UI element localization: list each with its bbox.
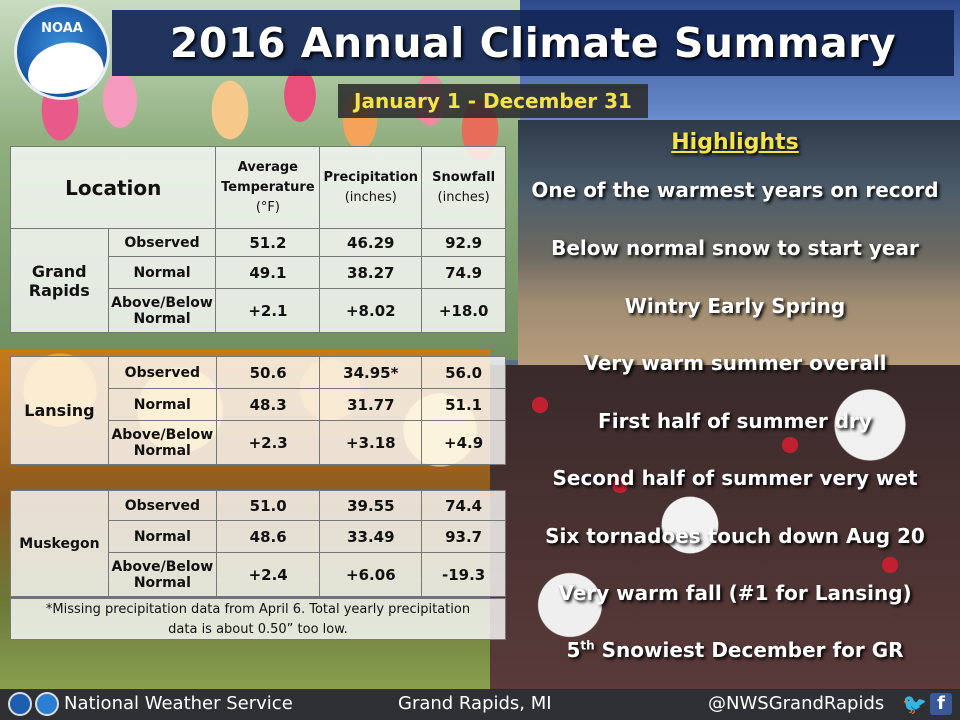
normal-temp: 49.1 xyxy=(215,256,321,289)
highlight-item: Very warm summer overall xyxy=(583,351,887,375)
highlight-item: Below normal snow to start year xyxy=(551,236,919,260)
normal-snow: 93.7 xyxy=(421,520,506,553)
highlights-panel: Highlights One of the warmest years on r… xyxy=(518,122,952,682)
precip-footnote: *Missing precipitation data from April 6… xyxy=(10,598,506,640)
row-label-above-below: Above/Below Normal xyxy=(107,552,217,597)
location-name: Lansing xyxy=(10,356,109,465)
header-location: Location xyxy=(9,146,217,229)
observed-precip: 39.55 xyxy=(319,490,423,521)
footer-location: Grand Rapids, MI xyxy=(398,693,552,714)
table-row: Muskegon Observed 51.0 39.55 74.4 xyxy=(10,490,506,597)
page-title: 2016 Annual Climate Summary xyxy=(169,19,897,67)
departure-temp: +2.4 xyxy=(215,552,321,597)
highlight-item: Second half of summer very wet xyxy=(552,466,918,490)
row-label-above-below: Above/Below Normal xyxy=(107,420,217,465)
normal-precip: 31.77 xyxy=(319,388,423,421)
table-row: Above/Below Normal +2.1 +8.02 +18.0 xyxy=(11,288,506,333)
table-row: Lansing Observed 50.6 34.95* 56.0 xyxy=(10,356,506,465)
row-label-normal: Normal xyxy=(107,388,217,421)
facebook-icon[interactable]: f xyxy=(930,693,952,715)
observed-precip: 34.95* xyxy=(319,356,423,389)
highlight-item: One of the warmest years on record xyxy=(531,178,939,202)
table-row: Above/Below Normal +2.3 +3.18 +4.9 xyxy=(11,420,506,465)
location-name: Grand Rapids xyxy=(10,228,109,333)
row-label-observed: Observed xyxy=(107,490,217,521)
noaa-logo: NOAA xyxy=(14,4,110,100)
row-label-normal: Normal xyxy=(107,520,217,553)
observed-temp: 50.6 xyxy=(215,356,321,389)
highlight-item: Six tornadoes touch down Aug 20 xyxy=(545,524,925,548)
noaa-small-logo-icon xyxy=(8,692,32,716)
departure-precip: +3.18 xyxy=(319,420,423,465)
twitter-icon[interactable]: 🐦 xyxy=(902,692,927,716)
highlight-item-snowiest-december: 5th Snowiest December for GR xyxy=(566,638,904,662)
title-bar: 2016 Annual Climate Summary xyxy=(112,10,954,76)
departure-temp: +2.3 xyxy=(215,420,321,465)
observed-snow: 74.4 xyxy=(421,490,506,521)
highlight-item: Very warm fall (#1 for Lansing) xyxy=(558,581,912,605)
row-label-observed: Observed xyxy=(107,356,217,389)
location-name: Muskegon xyxy=(10,490,109,597)
highlight-item: First half of summer dry xyxy=(598,409,872,433)
header-precip: Precipitation (inches) xyxy=(319,146,423,229)
muskegon-table: Muskegon Observed 51.0 39.55 74.4 Normal… xyxy=(10,490,506,597)
footer: National Weather Service Grand Rapids, M… xyxy=(0,689,960,720)
header-avg-temp: Average Temperature (°F) xyxy=(215,146,321,229)
observed-precip: 46.29 xyxy=(319,228,423,257)
grand-rapids-table: Location Average Temperature (°F) Precipit… xyxy=(9,146,506,333)
footer-org: National Weather Service xyxy=(64,693,293,714)
departure-precip: +6.06 xyxy=(319,552,423,597)
normal-precip: 38.27 xyxy=(319,256,423,289)
table-row: Normal 49.1 38.27 74.9 xyxy=(11,256,506,289)
observed-temp: 51.0 xyxy=(215,490,321,521)
observed-snow: 92.9 xyxy=(421,228,506,257)
normal-snow: 51.1 xyxy=(421,388,506,421)
observed-temp: 51.2 xyxy=(215,228,321,257)
departure-temp: +2.1 xyxy=(215,288,321,333)
footer-twitter-handle[interactable]: @NWSGrandRapids xyxy=(708,693,885,714)
date-range: January 1 - December 31 xyxy=(354,89,632,113)
date-range-bar: January 1 - December 31 xyxy=(338,84,648,118)
highlight-item: Wintry Early Spring xyxy=(624,294,846,318)
nws-small-logo-icon xyxy=(35,692,59,716)
observed-snow: 56.0 xyxy=(421,356,506,389)
snowy-berries-background xyxy=(490,365,960,690)
table-row: Above/Below Normal +2.4 +6.06 -19.3 xyxy=(11,552,506,597)
departure-snow: +18.0 xyxy=(421,288,506,333)
table-row: Grand Rapids Observed 51.2 46.29 92.9 xyxy=(10,228,506,333)
normal-snow: 74.9 xyxy=(421,256,506,289)
row-label-above-below: Above/Below Normal xyxy=(107,288,217,333)
departure-precip: +8.02 xyxy=(319,288,423,333)
departure-snow: -19.3 xyxy=(421,552,506,597)
departure-snow: +4.9 xyxy=(421,420,506,465)
normal-precip: 33.49 xyxy=(319,520,423,553)
noaa-logo-text: NOAA xyxy=(41,21,83,36)
row-label-normal: Normal xyxy=(107,256,217,289)
header-snowfall: Snowfall (inches) xyxy=(421,146,506,229)
normal-temp: 48.6 xyxy=(215,520,321,553)
row-label-observed: Observed xyxy=(107,228,217,257)
lansing-table: Lansing Observed 50.6 34.95* 56.0 Normal… xyxy=(10,356,506,465)
table-row: Normal 48.6 33.49 93.7 xyxy=(11,520,506,553)
highlights-title: Highlights xyxy=(671,130,799,155)
beach-background xyxy=(518,120,960,365)
normal-temp: 48.3 xyxy=(215,388,321,421)
